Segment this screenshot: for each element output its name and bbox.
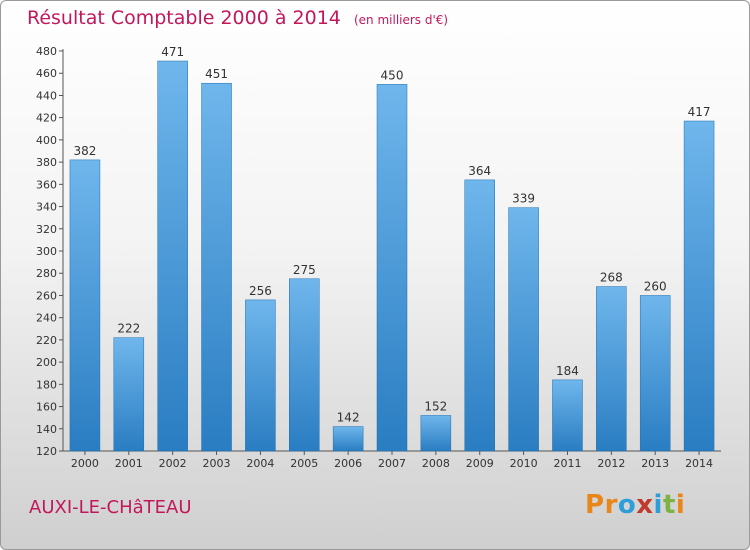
data-label-2010: 339 [512, 192, 535, 206]
data-label-2005: 275 [293, 263, 316, 277]
y-tick-label: 460 [36, 67, 57, 80]
bar-2001 [113, 337, 145, 452]
x-tick-label-2005: 2005 [290, 457, 318, 470]
bar-2012 [596, 286, 627, 452]
data-label-2003: 451 [205, 67, 228, 81]
x-tick-label-2001: 2001 [115, 457, 143, 470]
x-tick-label-2010: 2010 [510, 457, 538, 470]
y-tick-label: 300 [36, 245, 57, 258]
data-label-2011: 184 [556, 364, 579, 378]
data-label-2001: 222 [117, 322, 140, 336]
y-tick-label: 240 [36, 312, 57, 325]
y-tick-label: 440 [36, 89, 57, 102]
y-tick-label: 380 [36, 156, 57, 169]
logo-letter: o [617, 490, 637, 520]
bar-2011 [552, 379, 583, 452]
logo-letter: t [662, 490, 676, 520]
bar-2008 [420, 415, 452, 452]
y-tick-label: 180 [36, 378, 57, 391]
x-tick-label-2009: 2009 [466, 457, 494, 470]
y-tick-label: 280 [36, 267, 57, 280]
x-tick-label-2011: 2011 [553, 457, 581, 470]
data-label-2012: 268 [600, 271, 623, 285]
logo-letter: r [604, 490, 618, 520]
bar-2006 [332, 426, 364, 452]
x-tick-label-2014: 2014 [685, 457, 713, 470]
logo-letter: x [636, 490, 654, 520]
logo-letter: P [585, 490, 605, 520]
x-tick-label-2008: 2008 [422, 457, 450, 470]
proxiti-logo: Proxiti [585, 490, 685, 520]
bar-2005 [289, 278, 320, 452]
y-tick-label: 320 [36, 223, 57, 236]
bar-2010 [508, 207, 539, 452]
x-tick-label-2007: 2007 [378, 457, 406, 470]
data-label-2009: 364 [468, 164, 491, 178]
x-tick-label-2012: 2012 [597, 457, 625, 470]
data-label-2004: 256 [249, 284, 272, 298]
y-tick-label: 480 [36, 45, 57, 58]
y-tick-label: 140 [36, 423, 57, 436]
chart-title: Résultat Comptable 2000 à 2014 (en milli… [27, 7, 448, 29]
y-tick-label: 400 [36, 134, 57, 147]
bar-2000 [69, 159, 101, 452]
x-tick-label-2006: 2006 [334, 457, 362, 470]
y-tick-label: 200 [36, 356, 57, 369]
commune-name: AUXI-LE-CHâTEAU [29, 497, 192, 518]
chart-bars [69, 60, 715, 452]
bar-2002 [157, 60, 188, 452]
chart-title-text: Résultat Comptable 2000 à 2014 [27, 7, 341, 29]
y-tick-label: 220 [36, 334, 57, 347]
x-tick-label-2013: 2013 [641, 457, 669, 470]
y-tick-label: 120 [36, 445, 57, 458]
y-tick-label: 260 [36, 289, 57, 302]
bar-2004 [245, 299, 276, 452]
logo-letter: i [675, 490, 686, 520]
bar-2007 [376, 84, 408, 452]
bar-2014 [683, 120, 715, 452]
y-tick-label: 420 [36, 112, 57, 125]
bar-2003 [201, 82, 232, 452]
chart-unit-note: (en milliers d'€) [353, 13, 449, 27]
data-label-2013: 260 [644, 279, 667, 293]
data-label-2000: 382 [73, 144, 96, 158]
logo-letter: i [653, 490, 663, 520]
y-tick-label: 160 [36, 401, 57, 414]
data-label-2008: 152 [424, 399, 447, 413]
bar-2009 [464, 179, 495, 452]
y-tick-label: 360 [36, 178, 57, 191]
x-tick-label-2002: 2002 [159, 457, 187, 470]
y-tick-label: 340 [36, 201, 57, 214]
x-tick-label-2003: 2003 [203, 457, 231, 470]
chart-data-labels: 382 222 471 451 256 275 142 450 152 364 339 184 268 2… [73, 45, 710, 425]
x-tick-label-2000: 2000 [71, 457, 99, 470]
x-tick-label-2004: 2004 [246, 457, 274, 470]
data-label-2006: 142 [337, 411, 360, 425]
bar-2013 [639, 295, 671, 452]
data-label-2014: 417 [688, 105, 711, 119]
data-label-2007: 450 [381, 68, 404, 82]
data-label-2002: 471 [161, 45, 184, 59]
